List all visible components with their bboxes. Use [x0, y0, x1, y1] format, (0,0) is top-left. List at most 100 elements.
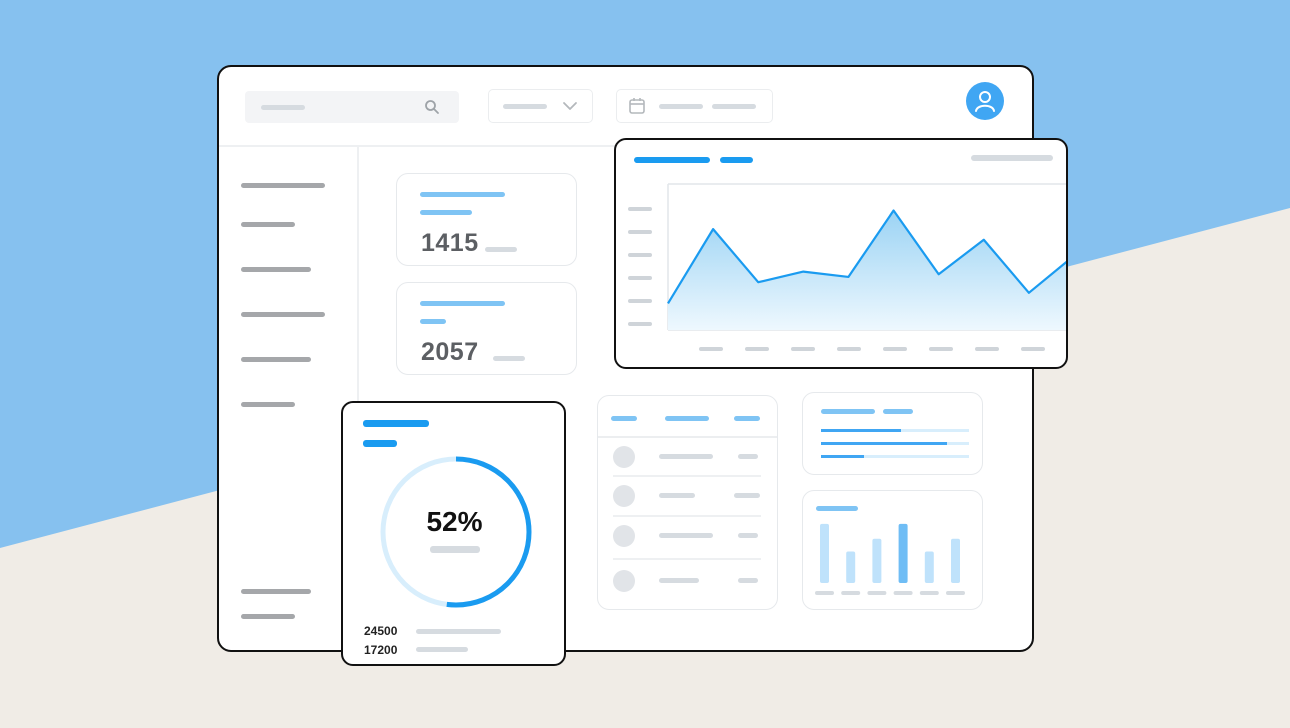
table-header-cell	[611, 416, 637, 421]
row-value	[738, 578, 758, 583]
stat-caption	[485, 247, 517, 252]
row-value	[738, 454, 758, 459]
sidebar-item[interactable]	[241, 589, 311, 594]
date-start	[659, 104, 703, 109]
bar-chart-title	[816, 506, 858, 511]
bar	[820, 523, 829, 583]
stat-subtitle	[420, 210, 472, 215]
stat-card: 1415	[396, 173, 577, 266]
bar-tick-label	[815, 591, 834, 595]
search-input[interactable]	[245, 91, 459, 123]
sidebar-item[interactable]	[241, 183, 325, 188]
table-row[interactable]	[598, 438, 777, 476]
donut-caption	[430, 546, 480, 553]
stat-value: 1415	[421, 229, 479, 257]
bar	[898, 523, 908, 583]
avatar	[613, 485, 635, 507]
table-row[interactable]	[598, 562, 777, 600]
sidebar-item[interactable]	[241, 312, 325, 317]
bar-tick-label	[867, 591, 887, 595]
series-line	[667, 209, 1066, 305]
table-header-divider	[598, 436, 777, 438]
avatar[interactable]	[966, 82, 1004, 120]
stat-value: 2057	[421, 338, 479, 366]
x-tick-label	[929, 347, 953, 351]
bar	[924, 551, 934, 583]
avatar	[613, 446, 635, 468]
legend-bar	[416, 647, 468, 652]
row-name	[659, 578, 699, 583]
line-chart	[628, 183, 1066, 351]
chart-period[interactable]	[971, 155, 1053, 161]
progress-bar	[821, 442, 969, 445]
filter-dropdown[interactable]	[488, 89, 593, 123]
x-tick-label	[699, 347, 723, 351]
bar-tick-label	[893, 591, 913, 595]
row-divider	[613, 475, 761, 477]
date-end	[712, 104, 756, 109]
row-value	[734, 493, 760, 498]
legend-bar	[416, 629, 501, 634]
series-area	[668, 210, 1066, 330]
progress-subtitle	[883, 409, 913, 414]
x-tick-label	[745, 347, 769, 351]
x-tick-label	[883, 347, 907, 351]
table-card	[597, 395, 778, 610]
y-tick-label	[628, 253, 652, 257]
row-value	[738, 533, 758, 538]
table-row[interactable]	[598, 477, 777, 515]
y-tick-label	[628, 276, 652, 280]
sidebar-item[interactable]	[241, 357, 311, 362]
stat-caption	[493, 356, 525, 361]
sidebar-item[interactable]	[241, 402, 295, 407]
donut-chart	[380, 456, 532, 608]
chevron-down-icon	[563, 102, 577, 110]
bar	[872, 538, 882, 583]
progress-card	[802, 392, 983, 475]
stat-title	[420, 192, 505, 197]
donut-title	[363, 420, 429, 427]
stat-subtitle	[420, 319, 446, 324]
donut-percent: 52%	[426, 506, 483, 537]
x-tick-label	[791, 347, 815, 351]
dropdown-value	[503, 104, 547, 109]
sidebar-item[interactable]	[241, 222, 295, 227]
date-range-picker[interactable]	[616, 89, 773, 123]
stat-card: 2057	[396, 282, 577, 375]
stat-title	[420, 301, 505, 306]
bar-chart	[815, 523, 965, 595]
line-chart-card	[614, 138, 1068, 369]
y-tick-label	[628, 207, 652, 211]
y-tick-label	[628, 299, 652, 303]
sidebar-item[interactable]	[241, 614, 295, 619]
avatar	[613, 525, 635, 547]
search-icon	[425, 100, 439, 114]
bar-tick-label	[919, 591, 939, 595]
legend-value: 17200	[364, 643, 398, 657]
sidebar-divider	[357, 146, 359, 650]
donut-subtitle	[363, 440, 397, 447]
progress-title	[821, 409, 875, 414]
table-row[interactable]	[598, 517, 777, 555]
bar	[846, 551, 856, 583]
bar	[951, 538, 960, 583]
search-placeholder	[261, 105, 305, 110]
chart-subtitle	[720, 157, 753, 163]
calendar-icon	[629, 98, 645, 114]
progress-bar	[821, 429, 969, 432]
x-tick-label	[1021, 347, 1045, 351]
table-header-cell	[734, 416, 760, 421]
row-divider	[613, 558, 761, 560]
row-name	[659, 493, 695, 498]
sidebar-item[interactable]	[241, 267, 311, 272]
legend-value: 24500	[364, 624, 398, 638]
avatar	[613, 570, 635, 592]
y-tick-label	[628, 322, 652, 326]
chart-title	[634, 157, 710, 163]
row-divider	[613, 515, 761, 517]
bar-tick-label	[841, 591, 861, 595]
row-name	[659, 533, 713, 538]
bar-chart-card	[802, 490, 983, 610]
table-header-cell	[665, 416, 709, 421]
row-name	[659, 454, 713, 459]
